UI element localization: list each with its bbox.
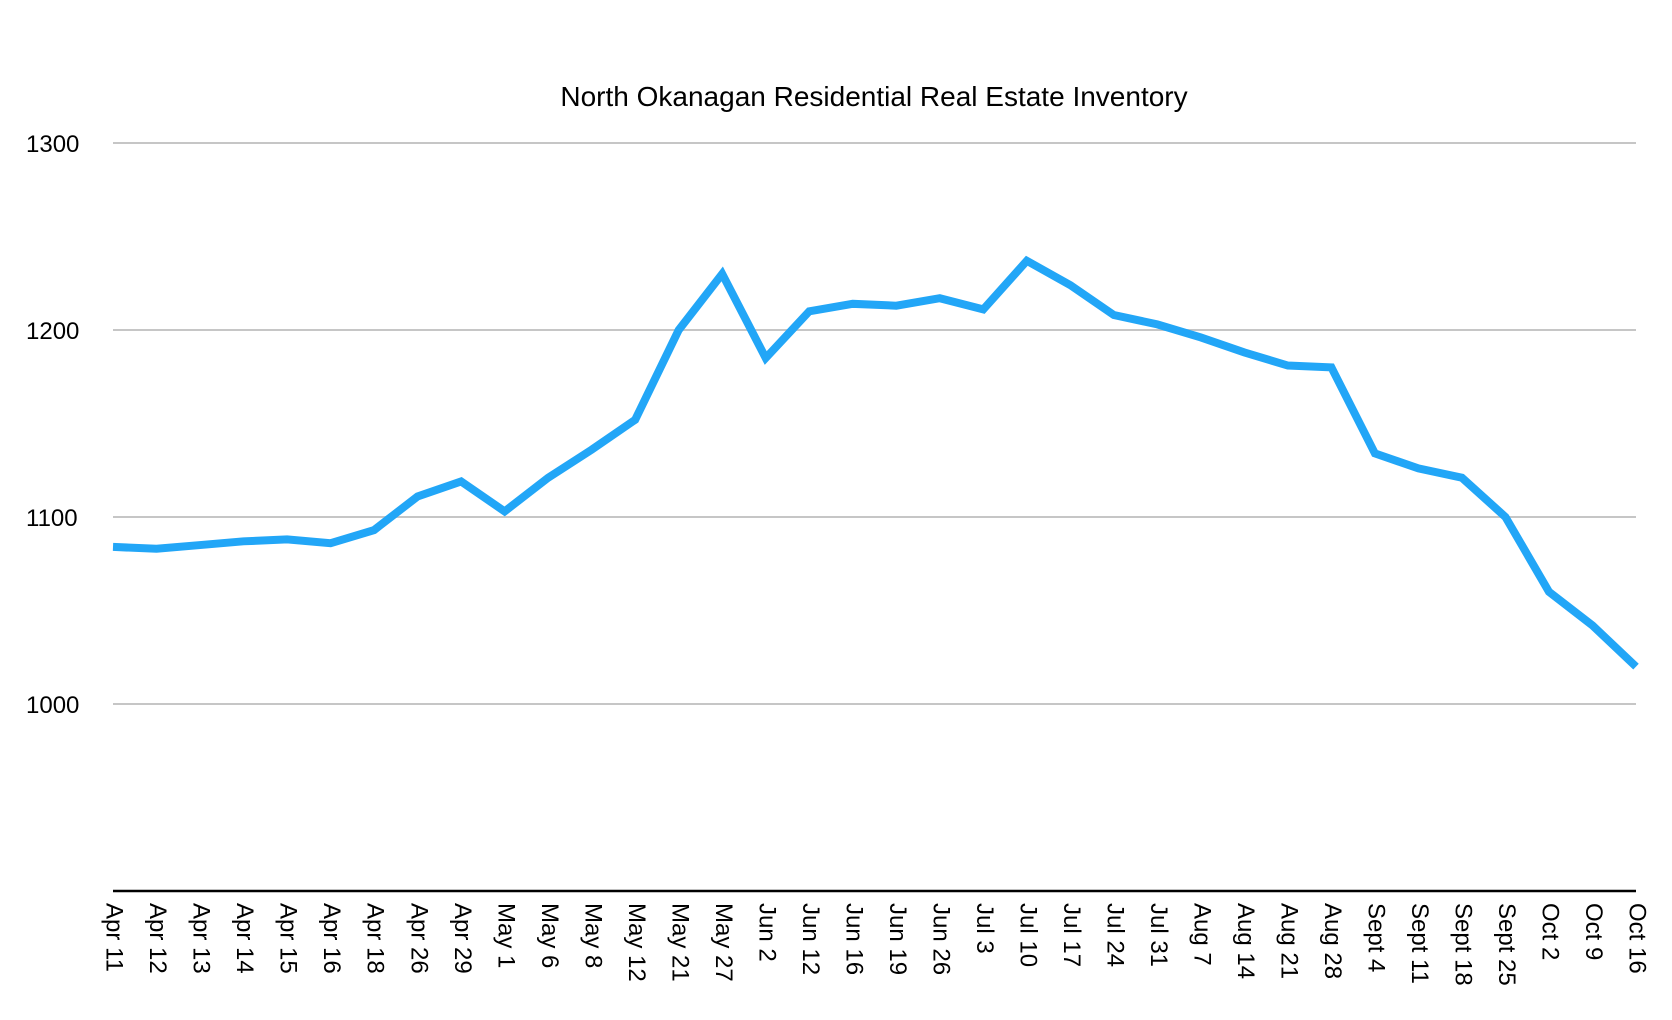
x-tick-label: Sept 18 [1450, 903, 1477, 986]
x-tick-label: Oct 9 [1580, 903, 1607, 960]
x-tick-label: Jul 10 [1014, 903, 1041, 967]
x-tick-label: Jun 12 [797, 903, 824, 975]
gridlines [113, 142, 1636, 705]
x-tick-label: Apr 18 [362, 903, 389, 974]
series-line-0 [112, 255, 1639, 670]
x-tick-label: Jul 31 [1145, 903, 1172, 967]
x-tick-label: Oct 16 [1624, 903, 1651, 974]
x-tick-label: Jun 16 [840, 903, 867, 975]
y-tick-label: 1000 [26, 692, 79, 719]
x-tick-label: Jul 3 [971, 903, 998, 954]
series [112, 255, 1639, 670]
x-tick-label: Jun 2 [753, 903, 780, 962]
x-tick-label: Sept 11 [1406, 903, 1433, 984]
x-tick-label: Apr 16 [318, 903, 345, 974]
x-tick-label: Jul 24 [1101, 903, 1128, 967]
x-tick-label: May 12 [623, 903, 650, 982]
y-tick-labels: 1000 1100 1200 1300 [26, 131, 79, 719]
x-tick-label: Aug 14 [1232, 903, 1259, 979]
x-tick-label: Aug 28 [1319, 903, 1346, 979]
chart-title: North Okanagan Residential Real Estate I… [560, 81, 1187, 112]
x-tick-label: Sept 25 [1493, 903, 1520, 986]
x-tick-label: May 8 [579, 903, 606, 968]
x-tick-label: Apr 13 [188, 903, 215, 974]
x-tick-label: Jun 26 [927, 903, 954, 975]
x-tick-label: Aug 21 [1276, 903, 1303, 979]
x-tick-label: Apr 15 [275, 903, 302, 974]
x-tick-label: May 6 [536, 903, 563, 968]
x-tick-label: May 1 [492, 903, 519, 968]
y-tick-label: 1100 [26, 505, 78, 532]
x-tick-label: Oct 2 [1537, 903, 1564, 960]
x-tick-label: Apr 12 [144, 903, 171, 974]
y-tick-label: 1200 [26, 318, 79, 345]
y-tick-label: 1300 [26, 131, 79, 158]
x-tick-label: Apr 11 [101, 903, 128, 972]
x-tick-label: Jul 17 [1058, 903, 1085, 967]
x-tick-label: Apr 14 [231, 903, 258, 974]
x-tick-label: Aug 7 [1189, 903, 1216, 966]
x-tick-label: May 21 [666, 903, 693, 982]
x-tick-label: Sept 4 [1363, 903, 1390, 972]
x-tick-label: Apr 26 [405, 903, 432, 974]
x-tick-labels: Apr 11 Apr 12 Apr 13 Apr 14 Apr 15 Apr 16 Apr … [101, 903, 1651, 986]
x-tick-label: Jun 19 [884, 903, 911, 975]
x-tick-label: May 27 [710, 903, 737, 982]
x-tick-label: Apr 29 [449, 903, 476, 974]
